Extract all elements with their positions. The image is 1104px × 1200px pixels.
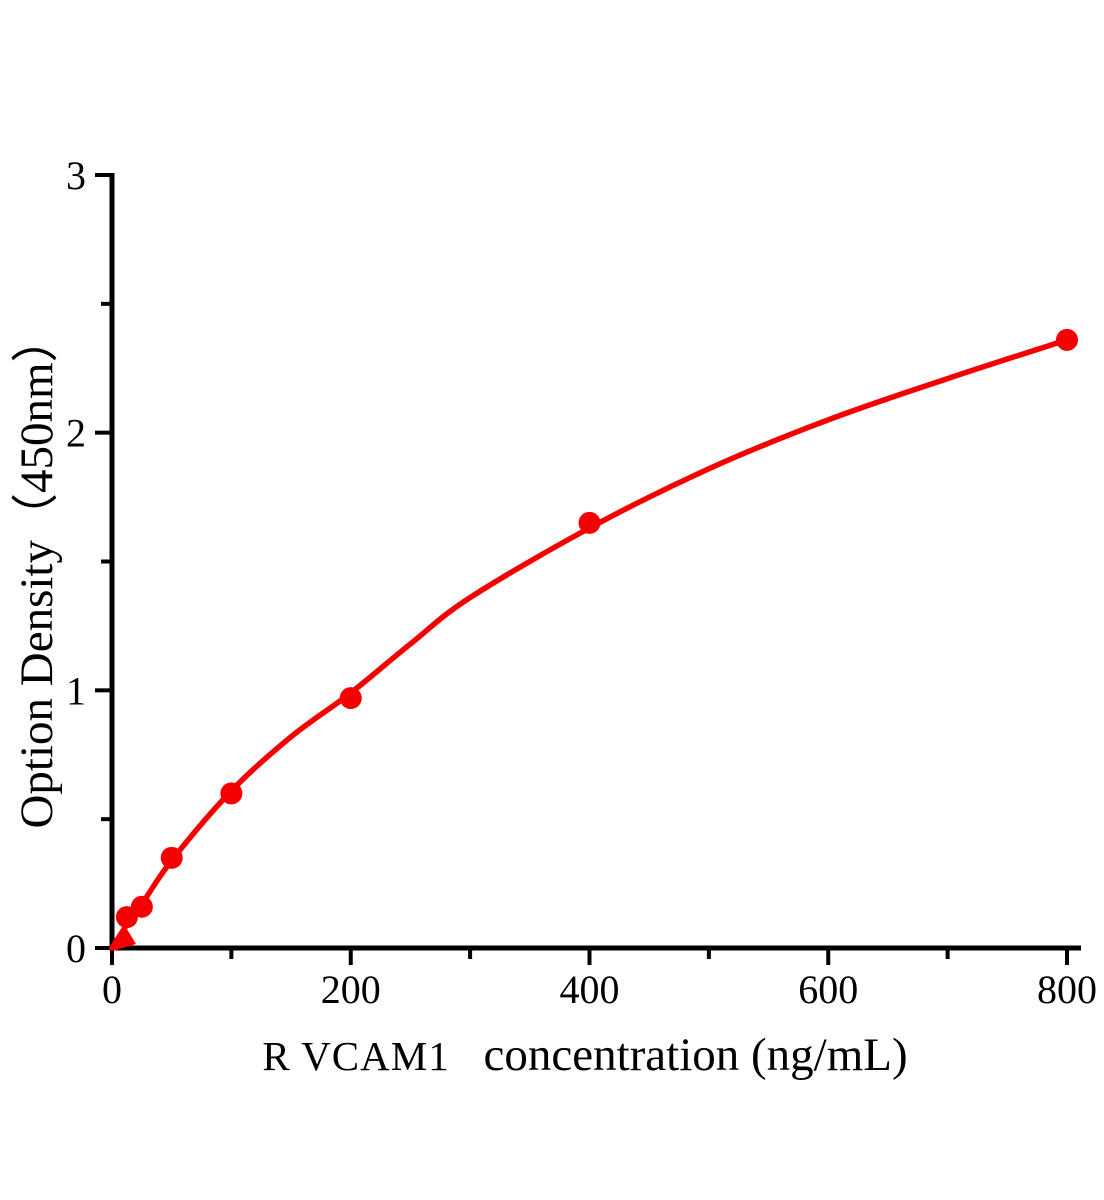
x-tick-label: 400 [560, 967, 620, 1012]
x-tick-label: 200 [321, 967, 381, 1012]
x-axis-title-prefix: R VCAM1 [262, 1033, 449, 1079]
y-tick-label: 2 [66, 411, 86, 456]
x-tick-label: 0 [102, 967, 122, 1012]
y-axis-title: Option Density（450nm） [11, 315, 63, 828]
data-point [578, 511, 601, 534]
plot-layer [109, 328, 1078, 951]
data-point [160, 846, 183, 869]
y-tick-label: 1 [66, 668, 86, 713]
x-axis-title-main: concentration (ng/mL) [483, 1029, 907, 1081]
x-tick-label: 800 [1037, 967, 1097, 1012]
data-point [339, 687, 362, 710]
x-tick-label: 600 [798, 967, 858, 1012]
axes-layer [95, 173, 1081, 965]
data-point [130, 895, 153, 918]
y-tick-label: 3 [66, 153, 86, 198]
y-tick-label: 0 [66, 926, 86, 971]
curve-start-arrowhead [113, 926, 136, 951]
data-point [220, 782, 243, 805]
tick-label-layer: 0 200 400 600 800 0 1 2 3 [66, 153, 1097, 1012]
data-point [1056, 328, 1078, 351]
x-axis-title: R VCAM1 concentration (ng/mL) [262, 1029, 907, 1081]
fit-curve [109, 337, 1070, 951]
